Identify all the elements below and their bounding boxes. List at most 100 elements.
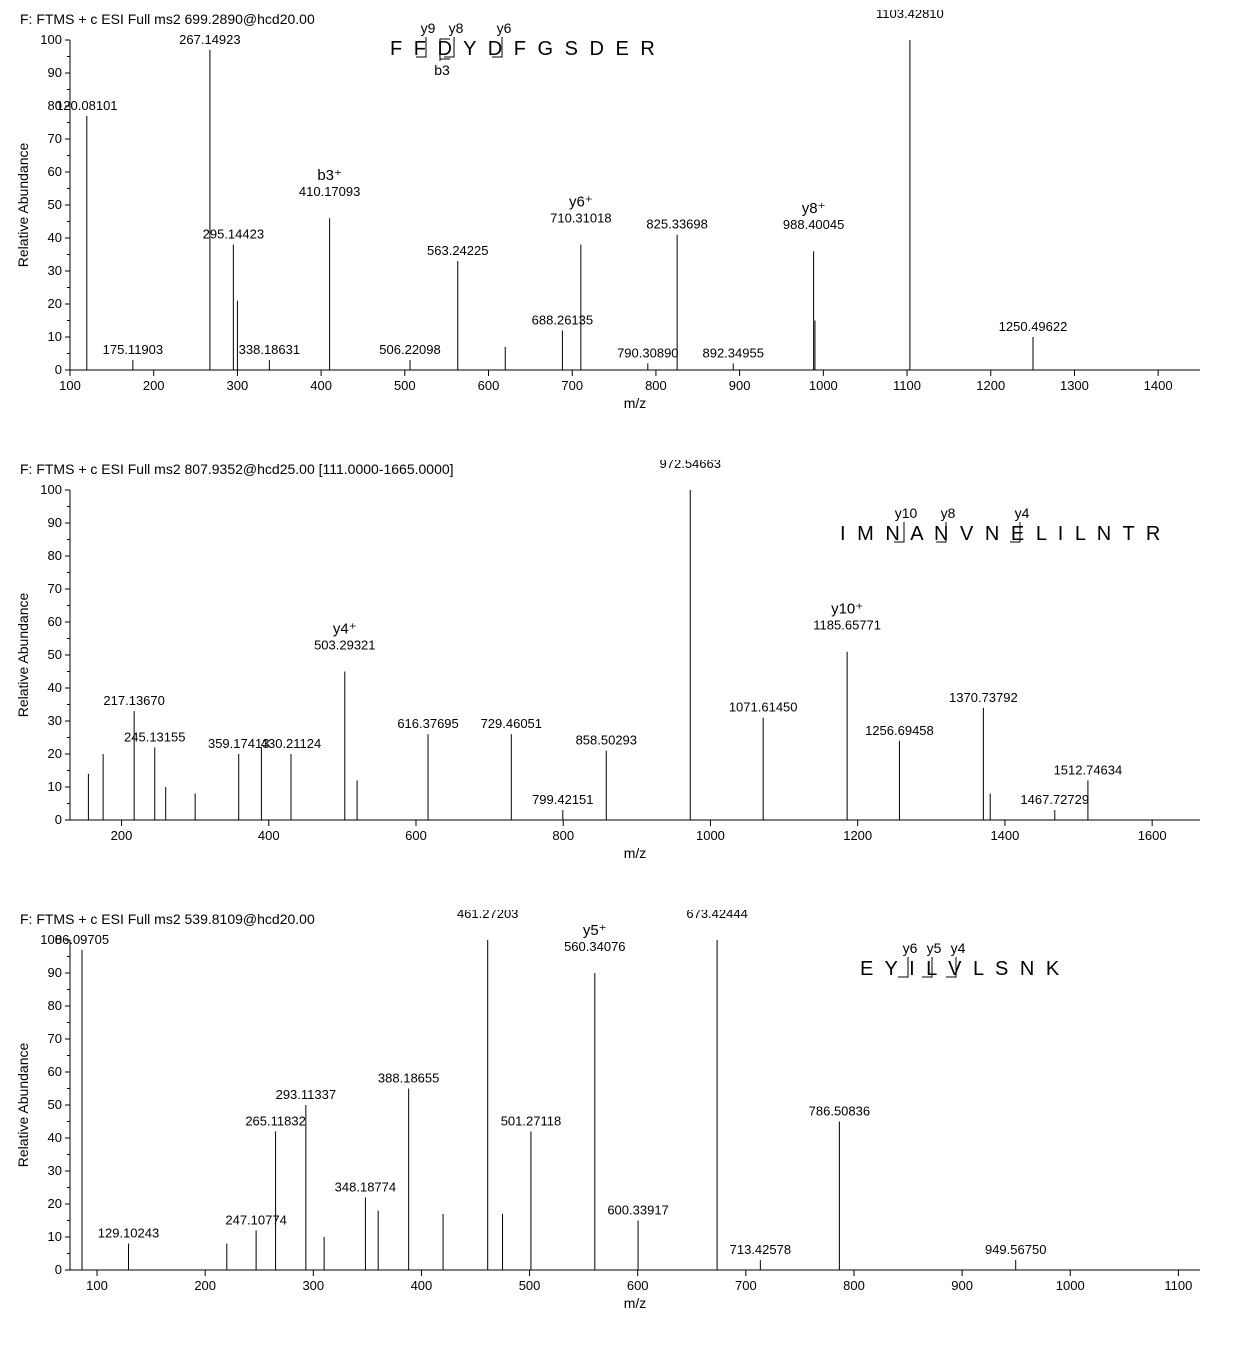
xtick-label: 800 — [552, 828, 574, 843]
xtick-label: 100 — [86, 1278, 108, 1293]
peak-mz-label: 129.10243 — [98, 1226, 159, 1241]
peak-mz-label: 388.18655 — [378, 1071, 439, 1086]
y-axis-label: Relative Abundance — [15, 1043, 31, 1168]
y-axis-label: Relative Abundance — [15, 593, 31, 718]
spectrum-svg: F: FTMS + c ESI Full ms2 539.8109@hcd20.… — [10, 910, 1210, 1350]
peak-mz-label: 729.46051 — [481, 716, 542, 731]
peak-mz-label: 799.42151 — [532, 792, 593, 807]
xtick-label: 600 — [627, 1278, 649, 1293]
xtick-label: 1100 — [893, 378, 921, 393]
spectrum-svg: F: FTMS + c ESI Full ms2 699.2890@hcd20.… — [10, 10, 1210, 450]
ytick-label: 50 — [48, 197, 62, 212]
peak-mz-label: 790.30890 — [617, 345, 678, 360]
xtick-label: 900 — [951, 1278, 973, 1293]
peak-mz-label: 1370.73792 — [949, 690, 1018, 705]
peak-mz-label: 217.13670 — [103, 693, 164, 708]
peak-mz-label: 600.33917 — [607, 1203, 668, 1218]
xtick-label: 100 — [59, 378, 81, 393]
peak-ion-label: y4⁺ — [333, 621, 357, 638]
ytick-label: 0 — [55, 1262, 62, 1277]
peak-mz-label: 503.29321 — [314, 638, 375, 653]
peak-mz-label: 560.34076 — [564, 939, 625, 954]
xtick-label: 200 — [111, 828, 133, 843]
ytick-label: 10 — [48, 1229, 62, 1244]
ytick-label: 70 — [48, 581, 62, 596]
x-axis-label: m/z — [624, 395, 647, 411]
peak-mz-label: 949.56750 — [985, 1242, 1046, 1257]
peak-mz-label: 825.33698 — [646, 217, 707, 232]
frag-label: y9 — [421, 20, 436, 36]
ytick-label: 0 — [55, 812, 62, 827]
ytick-label: 70 — [48, 131, 62, 146]
ytick-label: 20 — [48, 746, 62, 761]
peak-mz-label: 563.24225 — [427, 243, 488, 258]
xtick-label: 1100 — [1164, 1278, 1192, 1293]
peak-ion-label: y8⁺ — [802, 200, 826, 217]
peak-mz-label: 688.26135 — [532, 312, 593, 327]
ytick-label: 90 — [48, 65, 62, 80]
peak-mz-label: 713.42578 — [730, 1242, 791, 1257]
peak-ion-label: y5⁺ — [583, 922, 607, 939]
xtick-label: 200 — [143, 378, 165, 393]
peak-mz-label: 175.11903 — [103, 342, 164, 357]
spectrum-panel-0: F: FTMS + c ESI Full ms2 699.2890@hcd20.… — [10, 10, 1240, 450]
xtick-label: 1000 — [1056, 1278, 1085, 1293]
peak-mz-label: 265.11832 — [245, 1113, 306, 1128]
ytick-label: 100 — [40, 32, 62, 47]
xtick-label: 800 — [843, 1278, 865, 1293]
xtick-label: 400 — [258, 828, 280, 843]
ytick-label: 90 — [48, 965, 62, 980]
ytick-label: 100 — [40, 482, 62, 497]
ytick-label: 30 — [48, 263, 62, 278]
peak-mz-label: 348.18774 — [335, 1179, 396, 1194]
ytick-label: 20 — [48, 1196, 62, 1211]
frag-label: y6 — [497, 20, 512, 36]
ytick-label: 70 — [48, 1031, 62, 1046]
peak-mz-label: 1250.49622 — [999, 319, 1068, 334]
peak-ion-label: y10⁺ — [831, 601, 863, 618]
peak-mz-label: 1103.42810 — [876, 10, 944, 21]
sequence-text: I M N A N V N E L I L N T R — [840, 523, 1163, 545]
frag-label: y6 — [903, 940, 918, 956]
frag-label: y4 — [1015, 505, 1030, 521]
peak-mz-label: 501.27118 — [501, 1113, 562, 1128]
xtick-label: 700 — [735, 1278, 757, 1293]
x-axis-label: m/z — [624, 845, 647, 861]
peak-mz-label: 1512.74634 — [1054, 762, 1123, 777]
peak-mz-label: 295.14423 — [203, 227, 264, 242]
ytick-label: 60 — [48, 164, 62, 179]
ytick-label: 40 — [48, 1130, 62, 1145]
peak-ion-label: y6⁺ — [569, 194, 593, 211]
peak-mz-label: 120.08101 — [56, 98, 117, 113]
peak-ion-label: b3⁺ — [317, 167, 342, 184]
xtick-label: 1200 — [976, 378, 1005, 393]
panel-header: F: FTMS + c ESI Full ms2 807.9352@hcd25.… — [20, 461, 454, 477]
peak-mz-label: 430.21124 — [261, 736, 322, 751]
xtick-label: 900 — [729, 378, 751, 393]
xtick-label: 500 — [519, 1278, 541, 1293]
peak-mz-label: 338.18631 — [239, 342, 300, 357]
peak-mz-label: 616.37695 — [397, 716, 458, 731]
peak-mz-label: 710.31018 — [550, 211, 611, 226]
panel-header: F: FTMS + c ESI Full ms2 539.8109@hcd20.… — [20, 911, 315, 927]
sequence-text: F F D Y D F G S D E R — [390, 38, 658, 60]
ytick-label: 80 — [48, 998, 62, 1013]
y-axis-label: Relative Abundance — [15, 143, 31, 268]
spectrum-panel-2: F: FTMS + c ESI Full ms2 539.8109@hcd20.… — [10, 910, 1240, 1350]
ytick-label: 60 — [48, 614, 62, 629]
xtick-label: 1000 — [696, 828, 725, 843]
peak-mz-label: 461.27203 — [457, 910, 518, 921]
xtick-label: 1000 — [809, 378, 838, 393]
sequence-text: E Y I L V L S N K — [860, 958, 1062, 980]
x-axis-label: m/z — [624, 1295, 647, 1311]
peak-mz-label: 247.10774 — [225, 1212, 286, 1227]
ytick-label: 0 — [55, 362, 62, 377]
peak-mz-label: 1071.61450 — [729, 700, 798, 715]
xtick-label: 300 — [227, 378, 249, 393]
frag-label: b3 — [434, 62, 450, 78]
xtick-label: 300 — [302, 1278, 324, 1293]
xtick-label: 1200 — [843, 828, 872, 843]
peak-mz-label: 506.22098 — [379, 342, 440, 357]
peak-mz-label: 892.34955 — [702, 345, 763, 360]
ytick-label: 30 — [48, 1163, 62, 1178]
